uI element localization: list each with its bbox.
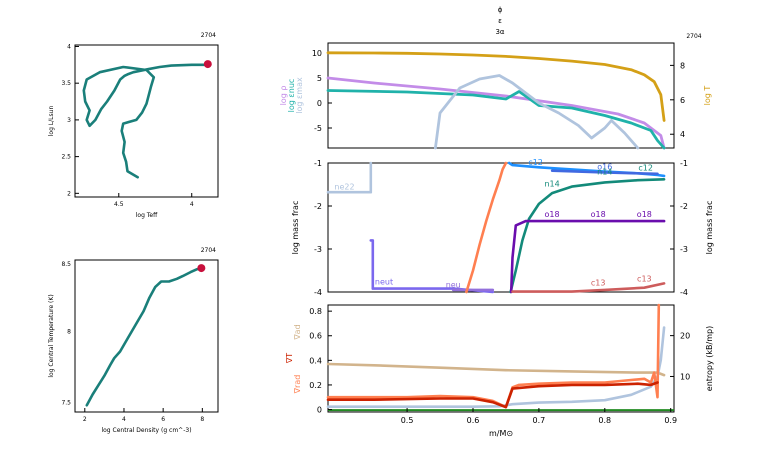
top-rtick-label: 8	[680, 61, 685, 70]
bot-series	[326, 303, 661, 409]
top-ytick-label: 0	[317, 99, 322, 108]
top-label: ϕ	[498, 6, 503, 14]
bot-panel-frame	[327, 304, 675, 413]
bot-rtick-label: 20	[680, 332, 690, 341]
bot-left-label: ∇ad	[293, 324, 302, 340]
mid-rtick-label: -4	[680, 288, 688, 297]
mid-line-label: c13	[591, 279, 606, 288]
mid-ytick-label: -4	[314, 288, 322, 297]
hr-track	[82, 62, 210, 179]
hr-frame	[74, 44, 219, 198]
mid-series-c13	[511, 282, 666, 293]
top-series-log-εmax	[433, 74, 640, 150]
central-current-point	[197, 264, 206, 273]
top-left-label: log εmax	[295, 77, 304, 114]
central-corner-label: 2704	[201, 247, 216, 254]
bot-xtick-label: 0.8	[598, 416, 611, 425]
mid-series-n14	[509, 178, 666, 294]
hr-xlabel: log Teff	[136, 212, 158, 219]
mid-line-label: n14	[597, 168, 612, 177]
mid-series-o16	[550, 169, 659, 176]
mid-ytick-label: -3	[314, 245, 322, 254]
top-ytick-label: 10	[312, 49, 322, 58]
bot-xtick-label: 0.7	[533, 416, 546, 425]
hr-ylabel: log L/Lsun	[48, 106, 55, 137]
hr-ytick-label: 2	[67, 190, 71, 197]
mid-line-label: o18	[637, 210, 652, 219]
mid-line-label: c12	[528, 158, 543, 167]
central-track	[85, 266, 203, 407]
hr-ytick-label: 3.5	[61, 80, 71, 87]
bot-ytick-label: 0	[317, 406, 322, 415]
bot-xtick-label: 0.9	[664, 416, 677, 425]
central-xtick-label: 2	[83, 416, 87, 423]
mid-rtick-label: -1	[680, 159, 688, 168]
central-xtick-label: 6	[161, 416, 165, 423]
top-label: 3α	[495, 28, 504, 36]
central-xlabel: log Central Density (g cm^-3)	[101, 427, 191, 434]
hr-corner-label: 2704	[201, 32, 216, 39]
mid-series-he4	[465, 161, 508, 294]
bot-ytick-label: 0.2	[309, 381, 322, 390]
central-xtick-label: 4	[122, 416, 126, 423]
hr-ytick-label: 3	[67, 117, 71, 124]
mid-line-label: neu	[446, 281, 461, 290]
central-ytick-label: 8	[67, 328, 71, 335]
bot-left-label: ∇T	[285, 353, 294, 364]
central-frame	[74, 259, 219, 413]
top-ytick-label: 5	[317, 74, 322, 83]
bot-xtick-label: 0.6	[467, 416, 480, 425]
bot-series	[326, 381, 659, 409]
central-ylabel: log Central Temperature (K)	[48, 294, 55, 377]
bot-series	[326, 326, 666, 409]
mid-series-ne22	[326, 161, 373, 194]
top-left-label: log ρ	[279, 86, 288, 106]
top-corner-label: 2704	[686, 33, 701, 40]
mid-panel-frame	[327, 162, 675, 293]
top-label: ε	[498, 17, 502, 25]
hr-ytick-label: 4	[67, 43, 71, 50]
central-ytick-label: 8.5	[61, 261, 71, 268]
central-ytick-label: 7.5	[61, 400, 71, 407]
mid-line-label: n14	[544, 180, 559, 189]
mid-line-label: neut	[375, 277, 393, 286]
top-ytick-label: -5	[314, 124, 322, 133]
mid-line-label: o18	[591, 210, 606, 219]
mid-ylabel-right: log mass frac	[705, 201, 714, 255]
hr-ytick-label: 2.5	[61, 154, 71, 161]
bot-ytick-label: 0.4	[309, 356, 322, 365]
mid-line-label: c13	[637, 274, 652, 283]
top-left-label: log εnuc	[287, 79, 296, 113]
mid-line-label: ne22	[334, 183, 354, 192]
bot-ytick-label: 0.8	[309, 307, 322, 316]
top-panel-frame	[327, 42, 675, 149]
central-xtick-label: 8	[200, 416, 204, 423]
mid-ytick-label: -1	[314, 159, 322, 168]
top-series-log-ρ	[326, 76, 666, 150]
top-right-label: log T	[703, 86, 712, 106]
mid-series-o18	[509, 219, 666, 294]
mid-rtick-label: -2	[680, 202, 688, 211]
mid-line-label: o18	[545, 210, 560, 219]
mid-ylabel-left: log mass frac	[291, 201, 300, 255]
mid-line-label: c12	[638, 163, 653, 172]
top-series-log-εnuc	[326, 89, 666, 150]
bot-xlabel: m/M⊙	[489, 429, 513, 438]
hr-xtick-label: 4	[190, 201, 194, 208]
mid-line-label: o16	[597, 162, 612, 171]
bot-left-label: ∇rad	[293, 375, 302, 395]
hr-xtick-label: 4.5	[114, 201, 124, 208]
bot-ylabel-right: entropy (kB/mp)	[705, 326, 714, 391]
top-rtick-label: 4	[680, 130, 685, 139]
top-series-log-T	[326, 51, 666, 122]
bot-rtick-label: 10	[680, 372, 690, 381]
hr-current-point	[203, 60, 212, 69]
mid-ytick-label: -2	[314, 202, 322, 211]
bot-xtick-label: 0.5	[401, 416, 414, 425]
top-rtick-label: 6	[680, 96, 685, 105]
bot-series	[326, 362, 666, 377]
mid-rtick-label: -3	[680, 245, 688, 254]
bot-ytick-label: 0.6	[309, 332, 322, 341]
